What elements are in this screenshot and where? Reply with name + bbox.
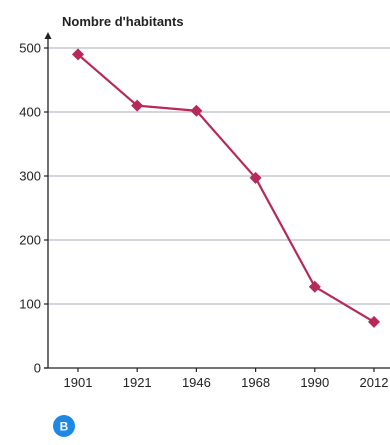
x-tick-label: 1990 <box>300 375 329 390</box>
data-point <box>131 99 144 112</box>
x-tick-label: 2012 <box>360 375 389 390</box>
series-line <box>77 53 375 323</box>
y-tick-label: 400 <box>19 105 41 120</box>
y-tick-label: 100 <box>19 297 41 312</box>
data-point <box>249 171 262 184</box>
y-tick-label: 200 <box>19 233 41 248</box>
series-layer <box>72 48 380 328</box>
badge-label: B <box>60 420 69 434</box>
x-tick-label: 1901 <box>64 375 93 390</box>
badge-circle <box>53 415 75 437</box>
x-tick-label: 1968 <box>241 375 270 390</box>
data-point <box>368 315 380 328</box>
y-axis-label: Nombre d'habitants <box>62 14 184 29</box>
grid-lines <box>48 47 390 305</box>
data-point <box>72 48 84 61</box>
y-tick-label: 500 <box>19 41 41 56</box>
y-tick-label: 300 <box>19 169 41 184</box>
data-point <box>190 104 203 117</box>
y-tick-label: 0 <box>34 361 41 376</box>
x-tick-label: 1946 <box>182 375 211 390</box>
data-point <box>308 280 321 293</box>
axes: 0 100 200 300 400 500 1901 1921 1946 1968 1990 2012 <box>19 32 390 390</box>
y-axis-arrow <box>44 32 52 39</box>
x-tick-label: 1921 <box>123 375 152 390</box>
figure-badge: B <box>53 415 75 437</box>
